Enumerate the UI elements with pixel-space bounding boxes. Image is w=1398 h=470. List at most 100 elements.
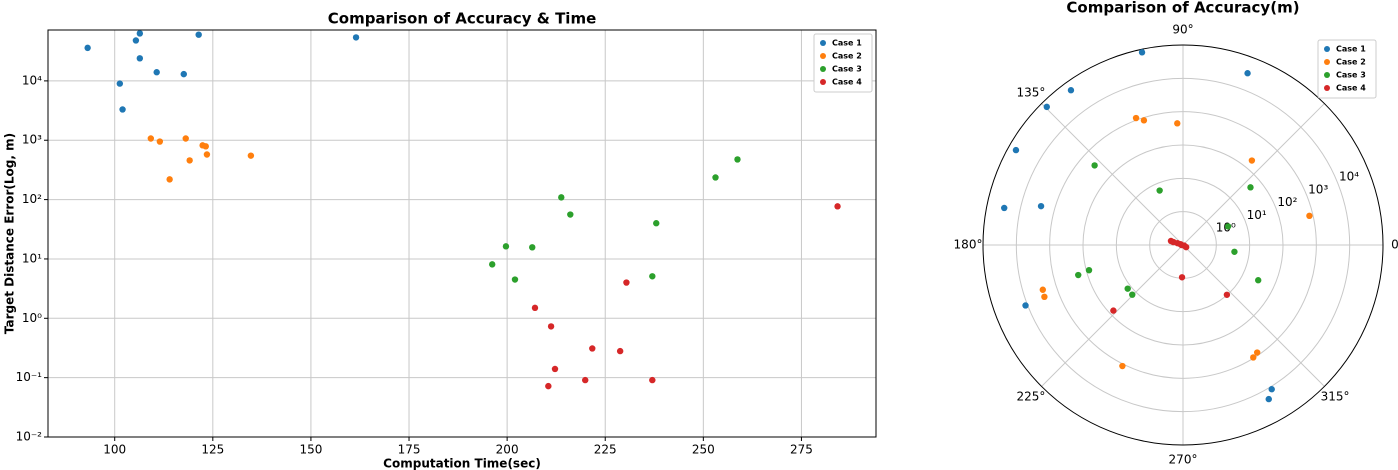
point: [653, 220, 660, 227]
legend-marker: [1324, 72, 1330, 78]
y-tick-label: 10⁻¹: [16, 370, 43, 384]
point: [166, 176, 173, 183]
point: [1250, 354, 1257, 361]
point: [1110, 307, 1117, 314]
point: [147, 135, 155, 142]
point: [1022, 302, 1029, 309]
point: [186, 157, 193, 164]
point: [136, 55, 144, 62]
y-tick-label: 10⁴: [22, 73, 42, 87]
chart-title: Comparison of Accuracy & Time: [328, 10, 597, 28]
y-tick-label: 10¹: [22, 251, 42, 265]
point: [84, 44, 91, 52]
theta-tick-label: 90°: [1172, 23, 1193, 37]
point: [1043, 103, 1050, 111]
x-tick-label: 125: [201, 443, 224, 457]
point: [1012, 146, 1020, 154]
point: [1247, 184, 1254, 191]
point: [502, 243, 510, 250]
point: [567, 211, 574, 218]
x-tick-label: 200: [496, 443, 519, 457]
theta-tick-label: 180°: [954, 238, 983, 252]
plot-frame: [47, 29, 877, 438]
theta-tick-label: 135°: [1017, 85, 1046, 99]
point: [547, 323, 555, 330]
x-tick-label: 250: [692, 443, 715, 457]
point: [1182, 243, 1190, 251]
point: [156, 138, 164, 145]
theta-tick-label: 270°: [1169, 453, 1198, 467]
point: [119, 106, 126, 113]
y-tick-label: 10³: [22, 133, 42, 147]
legend-marker: [1324, 46, 1330, 52]
point: [1244, 70, 1251, 77]
legend-label: Case 3: [832, 65, 862, 74]
point: [1268, 386, 1275, 393]
x-tick-label: 150: [299, 443, 322, 457]
point: [1174, 120, 1181, 127]
legend-label: Case 2: [832, 52, 862, 61]
point: [1265, 395, 1272, 403]
point: [1253, 349, 1261, 356]
point: [834, 203, 841, 210]
point: [1223, 291, 1231, 298]
grid-spoke: [1182, 244, 1325, 387]
theta-tick-label: 0°: [1391, 238, 1398, 252]
point: [1306, 212, 1313, 220]
point: [1156, 187, 1163, 194]
point: [1132, 114, 1140, 122]
y-tick-label: 10²: [22, 192, 42, 206]
point: [1255, 277, 1262, 284]
legend-label: Case 4: [832, 78, 862, 87]
theta-tick-label: 225°: [1017, 390, 1046, 404]
legend-marker: [820, 53, 826, 59]
point: [195, 31, 202, 38]
point: [489, 261, 496, 268]
polar-frame: [982, 44, 1384, 446]
point: [182, 135, 189, 142]
point: [1067, 87, 1075, 94]
point: [1129, 291, 1136, 298]
legend-box: [813, 33, 873, 93]
point: [582, 376, 589, 384]
theta-tick-label: 315°: [1321, 390, 1350, 404]
point: [1140, 117, 1148, 124]
point: [1224, 223, 1232, 230]
point: [1248, 157, 1256, 164]
point: [1091, 162, 1098, 169]
point: [180, 70, 187, 78]
grid-spoke: [1041, 244, 1184, 387]
r-tick-label: 10⁴: [1339, 170, 1359, 184]
point: [1138, 49, 1146, 56]
point: [1039, 286, 1047, 293]
y-tick-label: 10⁰: [22, 311, 42, 325]
point: [352, 34, 360, 41]
point: [511, 276, 519, 283]
point: [623, 279, 630, 286]
point: [116, 80, 124, 87]
legend-marker: [820, 79, 826, 85]
point: [589, 345, 596, 352]
point: [545, 382, 552, 390]
legend-box: [1317, 39, 1377, 99]
point: [1231, 248, 1238, 255]
chart-title: Comparison of Accuracy(m): [1066, 0, 1299, 17]
point: [1001, 204, 1008, 212]
point: [1037, 202, 1045, 210]
grid-spoke: [1182, 103, 1325, 246]
point: [529, 244, 536, 251]
legend-marker: [820, 66, 826, 72]
point: [616, 347, 624, 355]
legend-label: Case 1: [1336, 45, 1366, 54]
point: [1075, 271, 1082, 279]
r-tick-label: 10¹: [1247, 208, 1267, 222]
legend-marker: [1324, 59, 1330, 65]
point: [203, 151, 211, 158]
x-tick-label: 275: [790, 443, 813, 457]
point: [1124, 285, 1131, 292]
point: [1085, 266, 1093, 274]
point: [558, 194, 565, 201]
point: [1119, 362, 1126, 370]
